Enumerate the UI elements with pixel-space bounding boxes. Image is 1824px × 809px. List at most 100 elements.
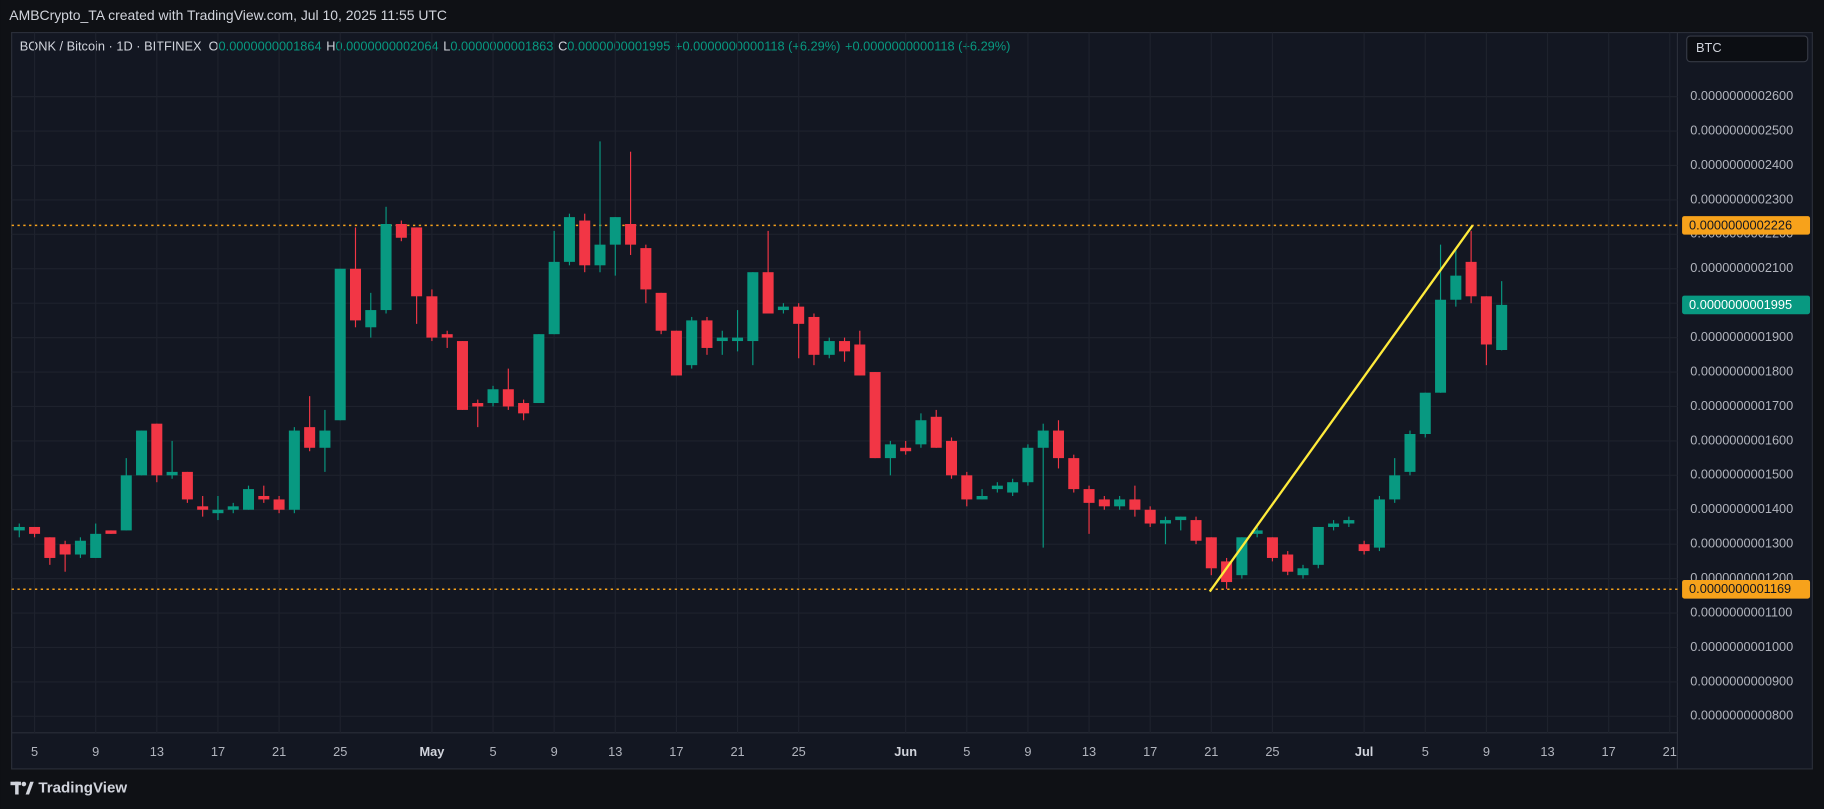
legend-key: O	[209, 39, 219, 54]
candle-body	[472, 403, 484, 407]
candle-body	[1022, 447, 1034, 483]
candle-body	[533, 334, 545, 404]
y-tick-label: 0.0000000001400	[1690, 501, 1793, 516]
candle-body	[625, 223, 637, 245]
candle-body	[1496, 304, 1508, 351]
candle-body	[502, 389, 514, 407]
x-tick-label: Jun	[894, 744, 917, 759]
candle-body	[334, 268, 346, 421]
candle-body	[747, 272, 759, 342]
candle-body	[609, 217, 621, 245]
y-tick-label: 0.0000000002400	[1690, 157, 1793, 172]
legend-value: 0.0000000002064	[336, 39, 439, 54]
price-tag-label: 0.0000000001995	[1689, 297, 1792, 312]
candle-body	[762, 272, 774, 314]
x-tick-label: 25	[333, 744, 347, 759]
candle-body	[1159, 520, 1171, 524]
candle-body	[1450, 275, 1462, 300]
candle-body	[701, 320, 713, 348]
candle-body	[487, 389, 499, 404]
currency-label[interactable]: BTC	[1696, 40, 1722, 55]
candle-body	[854, 344, 866, 376]
candle-body	[1297, 568, 1309, 576]
currency-button[interactable]	[1686, 35, 1809, 63]
x-tick-label: 13	[1082, 744, 1096, 759]
tradingview-logo	[10, 781, 34, 795]
x-tick-label: 13	[1540, 744, 1554, 759]
candle-body	[258, 495, 270, 500]
candle-body	[915, 420, 927, 445]
candle-body	[29, 526, 41, 534]
price-tag	[1682, 216, 1811, 235]
candle-body	[716, 337, 728, 342]
candle-body	[365, 310, 377, 328]
y-tick-label: 0.0000000001800	[1690, 363, 1793, 378]
candle-body	[900, 447, 912, 452]
candle-body	[1480, 296, 1492, 345]
candle-body	[1343, 520, 1355, 524]
candle-body	[426, 296, 438, 338]
x-tick-label: 13	[608, 744, 622, 759]
legend-key: C	[558, 39, 567, 54]
candle-body	[548, 261, 560, 335]
candle-body	[90, 533, 102, 558]
y-tick-label: 0.0000000001500	[1690, 467, 1793, 482]
candle-body	[1236, 537, 1248, 576]
candle-body	[1205, 537, 1217, 569]
x-tick-label: 5	[489, 744, 496, 759]
x-tick-label: 9	[551, 744, 558, 759]
candle-body	[991, 485, 1003, 490]
price-tag-label: 0.0000000002226	[1689, 217, 1792, 232]
candle-body	[732, 337, 744, 342]
candle-body	[1221, 561, 1233, 583]
y-tick-label: 0.0000000001000	[1690, 639, 1793, 654]
candle-body	[74, 540, 86, 555]
y-tick-label: 0.0000000001900	[1690, 329, 1793, 344]
candle-body	[1328, 523, 1340, 527]
legend-value: 0.0000000001863	[450, 39, 553, 54]
x-tick-label: 9	[92, 744, 99, 759]
candle-body	[1251, 530, 1263, 534]
candle-body	[823, 341, 835, 355]
candle-body	[1098, 499, 1110, 507]
x-tick-label: 17	[1602, 744, 1616, 759]
candle-body	[976, 495, 988, 500]
candle-body	[136, 430, 148, 476]
candle-body	[1129, 499, 1141, 510]
x-tick-label: 17	[1143, 744, 1157, 759]
x-tick-label: 25	[1265, 744, 1279, 759]
x-tick-label: 17	[211, 744, 225, 759]
candle-body	[869, 372, 881, 459]
x-tick-label: 5	[31, 744, 38, 759]
candle-body	[1282, 554, 1294, 572]
price-tag-label: 0.0000000001169	[1689, 581, 1791, 596]
x-tick-label: 9	[1483, 744, 1490, 759]
candle-body	[273, 499, 285, 510]
candle-body	[44, 537, 56, 558]
candle-body	[1266, 537, 1278, 558]
candle-body	[1007, 482, 1019, 493]
candle-body	[793, 306, 805, 324]
candle-body	[1435, 299, 1447, 393]
x-tick-label: 25	[792, 744, 806, 759]
candle-body	[1373, 499, 1385, 548]
x-tick-label: 21	[1663, 744, 1677, 759]
candle-body	[670, 330, 682, 376]
x-tick-label: 21	[272, 744, 286, 759]
candle-body	[655, 292, 667, 331]
y-tick-label: 0.0000000002100	[1690, 260, 1793, 275]
y-tick-label: 0.0000000002300	[1690, 191, 1793, 206]
candle-body	[640, 248, 652, 290]
candle-body	[1465, 261, 1477, 297]
y-tick-label: 0.0000000000800	[1690, 708, 1793, 723]
candle-body	[1114, 499, 1126, 507]
x-tick-label: 5	[963, 744, 970, 759]
candle-body	[105, 530, 117, 534]
candle-body	[686, 320, 698, 366]
legend-symbol: BONK / Bitcoin · 1D · BITFINEX	[20, 39, 202, 54]
candle-body	[1312, 526, 1324, 565]
y-tick-label: 0.0000000001700	[1690, 398, 1793, 413]
footer-brand: TradingView	[38, 780, 127, 797]
candle-body	[518, 403, 530, 414]
candle-body	[212, 509, 224, 514]
